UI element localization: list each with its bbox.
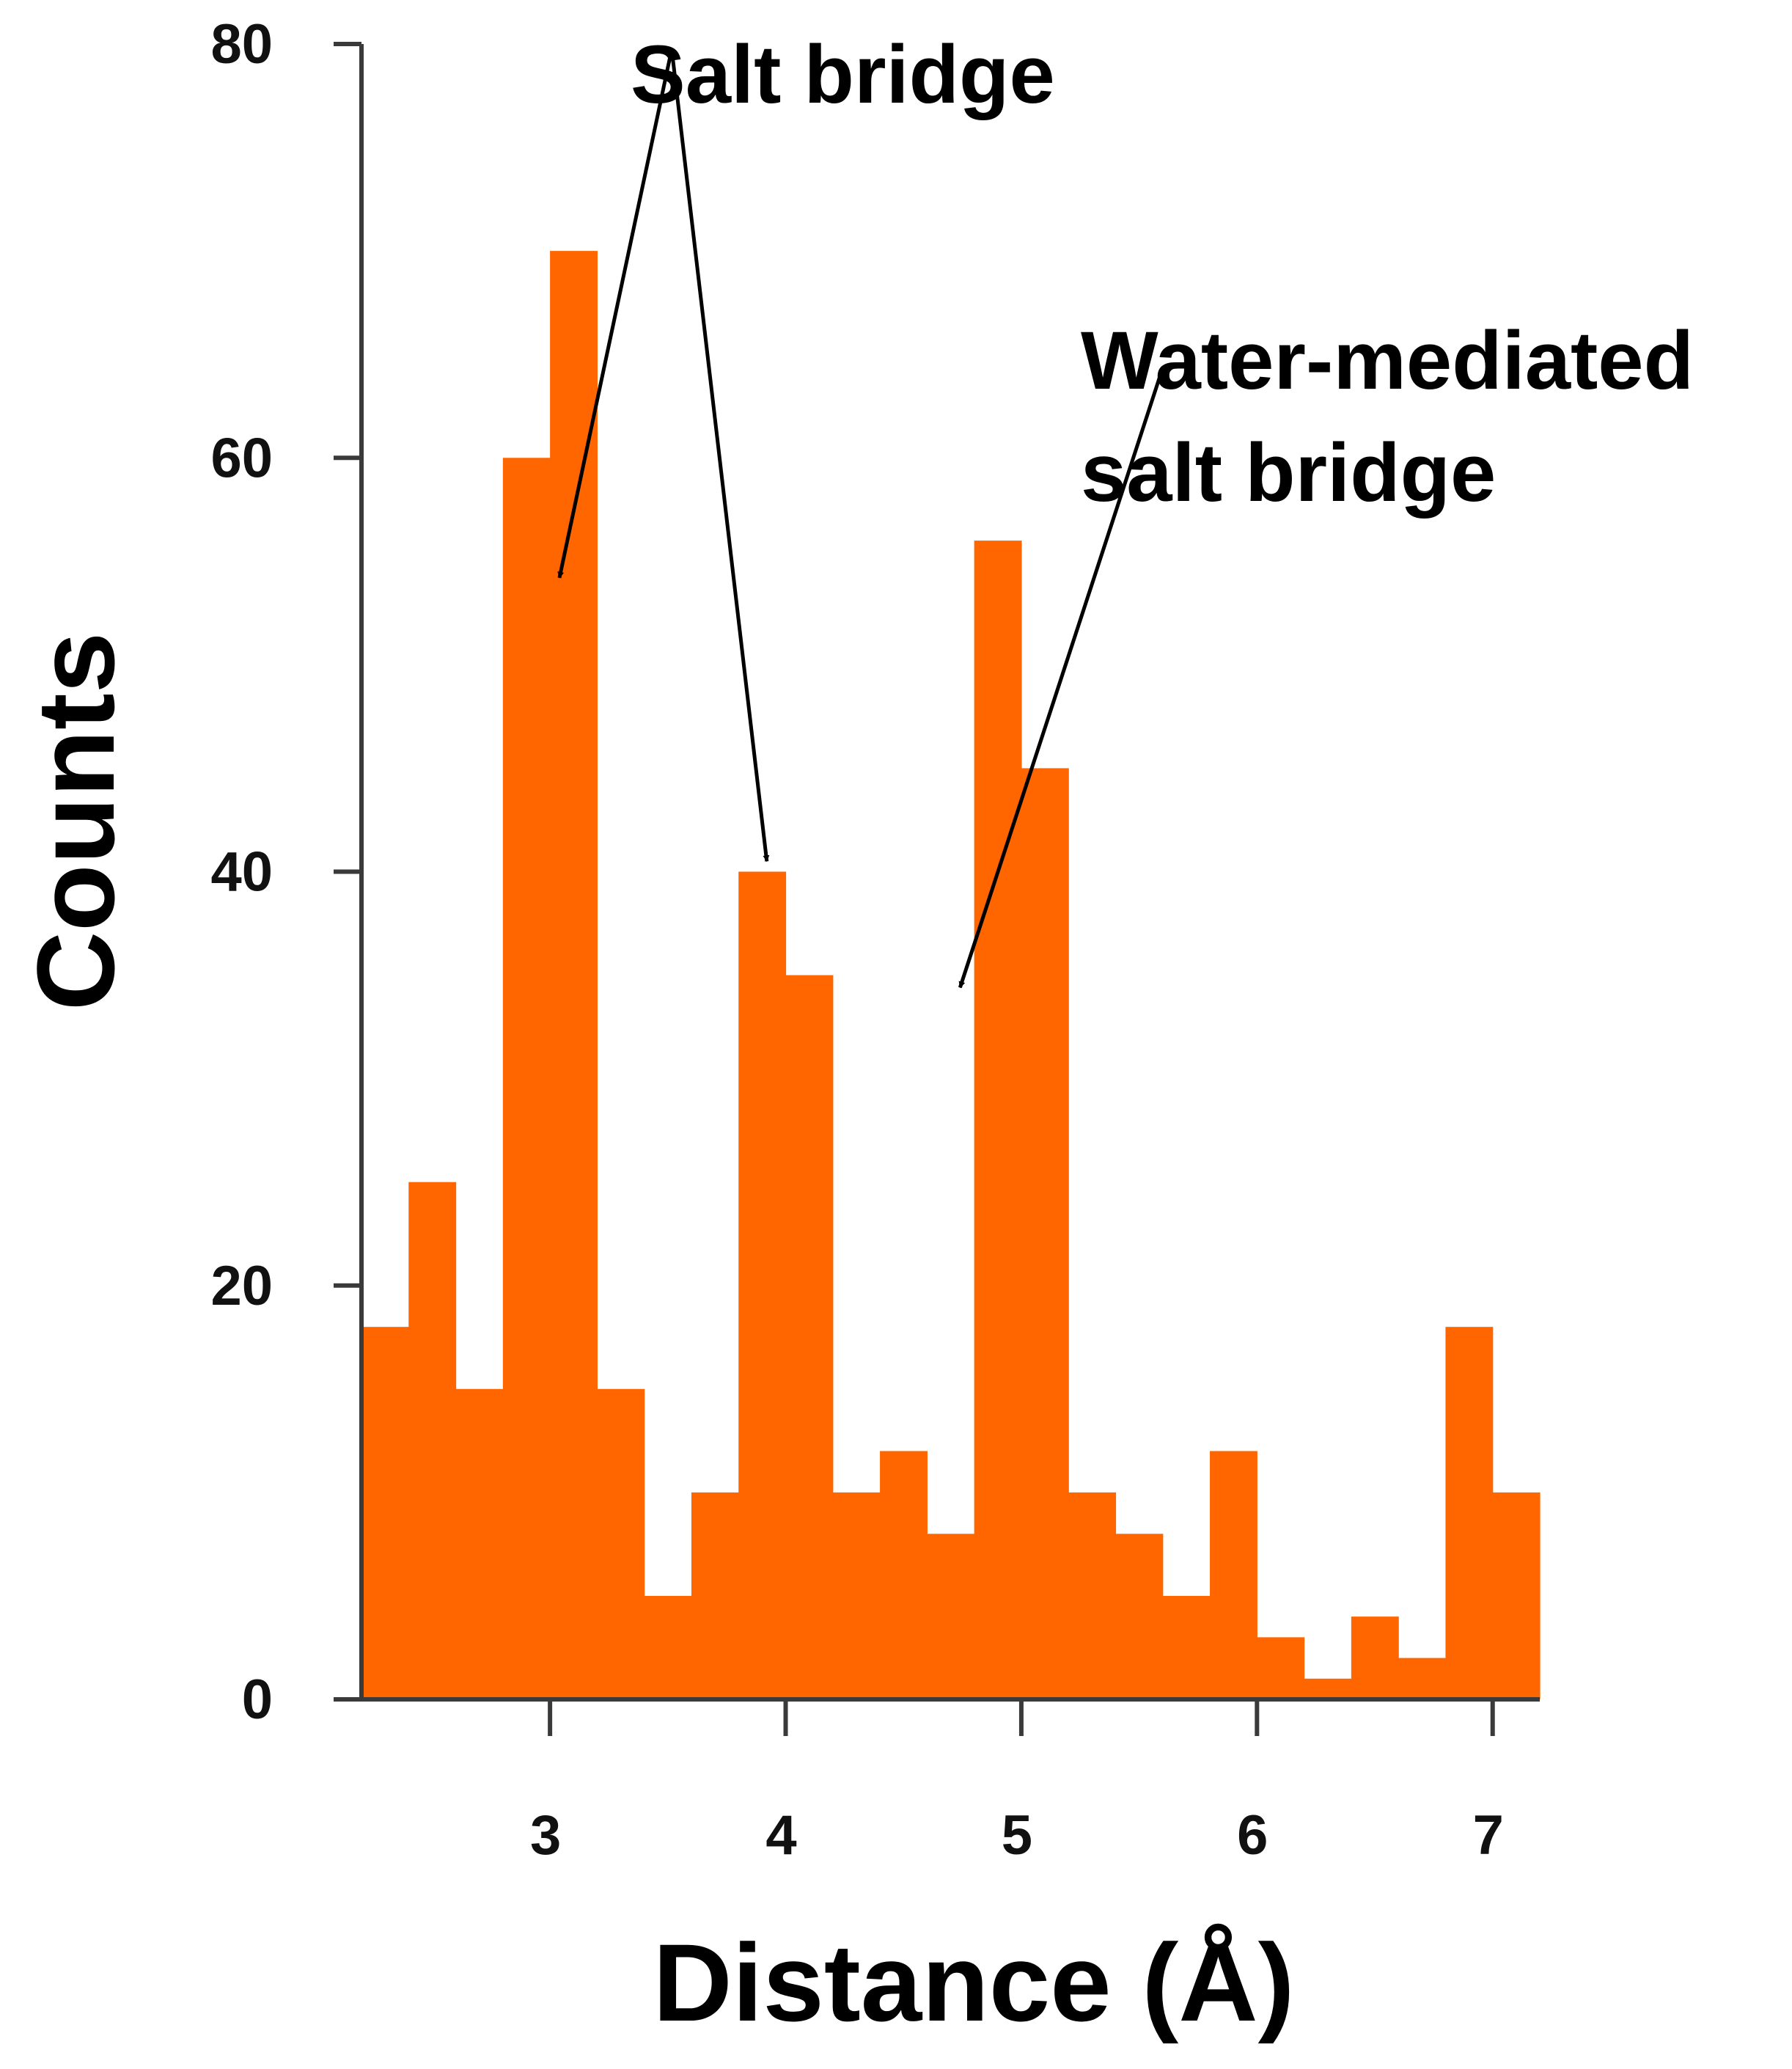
histogram-bar xyxy=(974,541,1022,1699)
x-axis-title: Distance (Å) xyxy=(653,1921,1294,2044)
y-tick-label: 60 xyxy=(210,427,273,489)
annotation-salt-bridge: Salt bridge xyxy=(631,29,1055,120)
salt-bridge-arrow xyxy=(557,56,672,579)
histogram-bars xyxy=(361,251,1541,1699)
histogram-bar xyxy=(738,871,787,1699)
histogram-bar xyxy=(1068,1492,1117,1699)
x-tick-label: 3 xyxy=(530,1804,561,1867)
histogram-bar xyxy=(1115,1534,1164,1699)
histogram-bar xyxy=(927,1534,975,1699)
histogram-bar xyxy=(1492,1492,1541,1699)
histogram-bar xyxy=(832,1492,881,1699)
histogram-bar xyxy=(550,251,598,1699)
histogram-bar xyxy=(1021,768,1069,1699)
histogram-bar xyxy=(1351,1616,1399,1699)
y-axis-title: Counts xyxy=(14,632,137,1011)
y-tick-label: 0 xyxy=(242,1669,273,1731)
y-tick-label: 80 xyxy=(210,13,273,76)
annotation-water-mediated-salt-bridge: Water-mediated xyxy=(1081,315,1694,406)
histogram-bar xyxy=(361,1327,409,1699)
histogram-bar xyxy=(880,1451,928,1699)
histogram-bar xyxy=(1210,1451,1257,1699)
x-tick-label: 4 xyxy=(765,1804,796,1867)
salt-bridge-arrow xyxy=(670,56,770,863)
x-tick-label: 7 xyxy=(1473,1804,1504,1867)
annotations: Salt bridge Water-mediated salt bridge xyxy=(631,29,1694,519)
water-mediated-arrow xyxy=(958,374,1162,989)
y-tick-label: 40 xyxy=(210,841,273,904)
histogram-bar xyxy=(1304,1678,1352,1699)
histogram-bar xyxy=(1445,1327,1494,1699)
x-tick-label: 6 xyxy=(1237,1804,1268,1867)
histogram-bar xyxy=(1257,1637,1305,1699)
histogram-bar xyxy=(1162,1595,1211,1699)
annotation-water-mediated-salt-bridge: salt bridge xyxy=(1081,427,1496,519)
histogram-bar xyxy=(408,1182,457,1699)
histogram-bar xyxy=(502,458,551,1699)
y-ticks: 0 20 40 60 80 xyxy=(210,13,361,1731)
histogram-bar xyxy=(644,1595,692,1699)
x-ticks: 3 4 5 6 7 xyxy=(530,1699,1504,1867)
histogram-bar xyxy=(597,1388,645,1699)
annotation-arrows xyxy=(557,56,1162,989)
histogram-bar xyxy=(785,975,834,1699)
histogram-bar xyxy=(1398,1658,1447,1699)
x-tick-label: 5 xyxy=(1002,1804,1032,1867)
histogram-bar xyxy=(691,1492,739,1699)
histogram-bar xyxy=(455,1388,504,1699)
y-tick-label: 20 xyxy=(210,1255,273,1317)
